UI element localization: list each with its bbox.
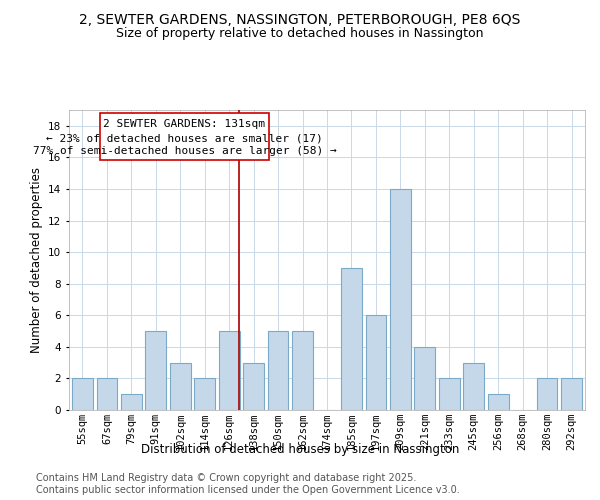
Text: ← 23% of detached houses are smaller (17): ← 23% of detached houses are smaller (17… [46,134,323,143]
Bar [561,378,582,410]
Bar [121,394,142,410]
Bar [439,378,460,410]
Bar [97,378,117,410]
Bar [219,331,239,410]
Text: Size of property relative to detached houses in Nassington: Size of property relative to detached ho… [116,28,484,40]
FancyBboxPatch shape [100,113,269,160]
Text: Distribution of detached houses by size in Nassington: Distribution of detached houses by size … [141,442,459,456]
Text: 77% of semi-detached houses are larger (58) →: 77% of semi-detached houses are larger (… [32,146,337,156]
Bar [292,331,313,410]
Y-axis label: Number of detached properties: Number of detached properties [29,167,43,353]
Bar [390,189,411,410]
Bar [268,331,289,410]
Text: Contains HM Land Registry data © Crown copyright and database right 2025.
Contai: Contains HM Land Registry data © Crown c… [36,474,460,495]
Bar [415,347,435,410]
Bar [194,378,215,410]
Bar [170,362,191,410]
Bar [341,268,362,410]
Bar [243,362,264,410]
Bar [72,378,93,410]
Bar [463,362,484,410]
Bar [488,394,509,410]
Text: 2, SEWTER GARDENS, NASSINGTON, PETERBOROUGH, PE8 6QS: 2, SEWTER GARDENS, NASSINGTON, PETERBORO… [79,12,521,26]
Bar [365,316,386,410]
Text: 2 SEWTER GARDENS: 131sqm: 2 SEWTER GARDENS: 131sqm [103,118,265,128]
Bar [537,378,557,410]
Bar [145,331,166,410]
